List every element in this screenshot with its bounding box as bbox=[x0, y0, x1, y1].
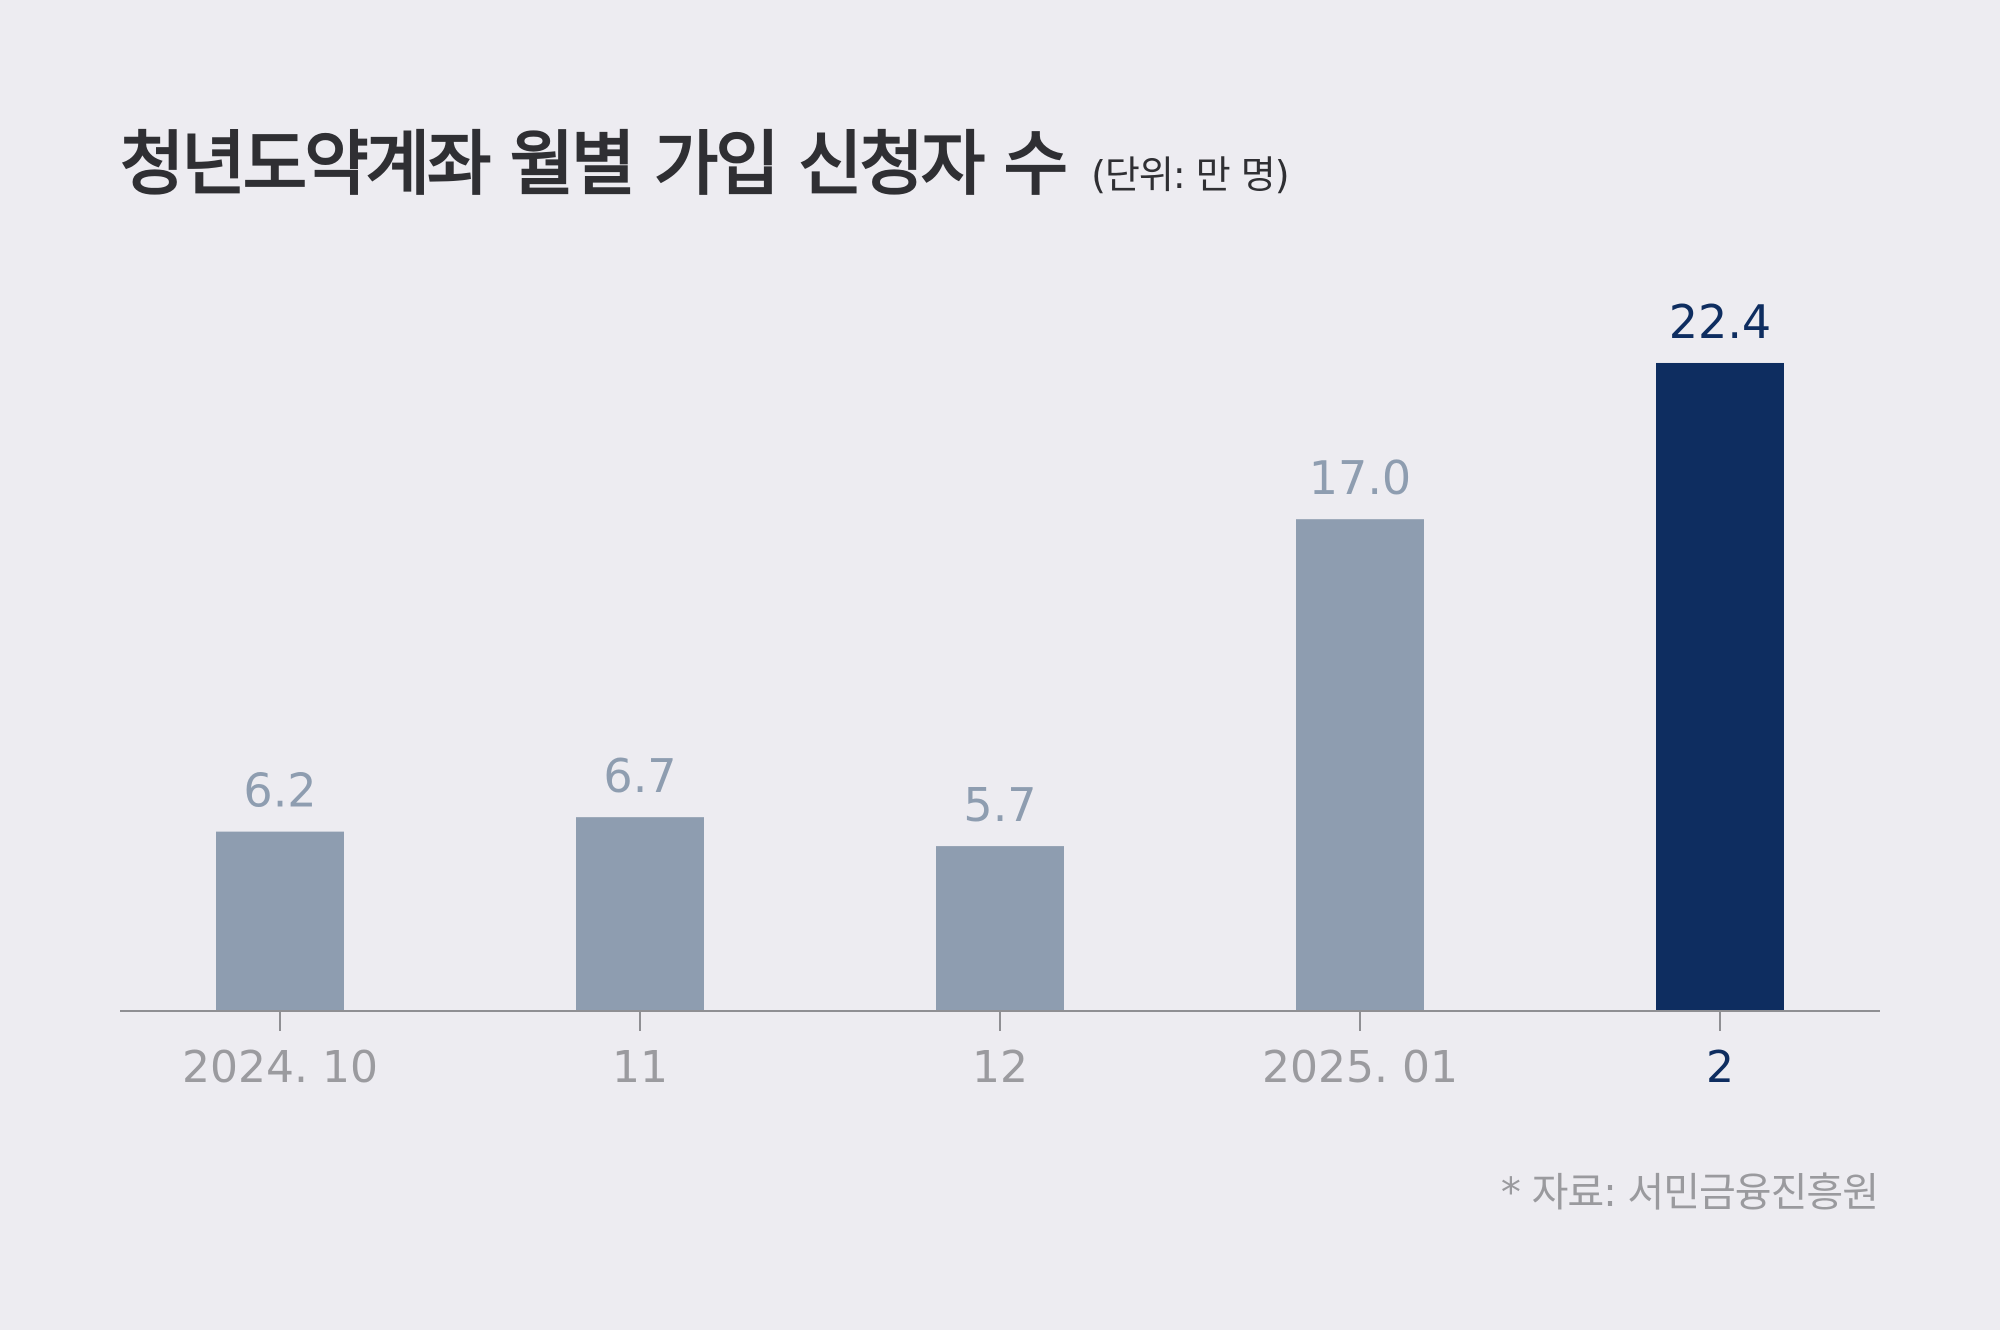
chart-title-row: 청년도약계좌 월별 가입 신청자 수 (단위: 만 명) bbox=[120, 108, 1290, 209]
x-tick-label-0: 2024. 10 bbox=[182, 1042, 378, 1093]
x-tick-label-4: 2 bbox=[1706, 1042, 1734, 1093]
data-label-3: 17.0 bbox=[1309, 451, 1411, 505]
unit-label: (단위: 만 명) bbox=[1091, 153, 1289, 197]
data-label-2: 5.7 bbox=[963, 778, 1036, 832]
data-label-4: 22.4 bbox=[1669, 295, 1771, 349]
x-tick-label-1: 11 bbox=[612, 1042, 668, 1093]
bar-0 bbox=[216, 831, 344, 1011]
x-tick-label-3: 2025. 01 bbox=[1262, 1042, 1458, 1093]
source-note: * 자료: 서민금융진흥원 bbox=[1500, 1170, 1879, 1216]
data-label-1: 6.7 bbox=[603, 749, 676, 803]
data-label-0: 6.2 bbox=[243, 764, 316, 818]
chart-title: 청년도약계좌 월별 가입 신청자 수 bbox=[120, 123, 1068, 205]
bar-4 bbox=[1656, 362, 1784, 1011]
bar-1 bbox=[576, 817, 704, 1011]
bar-3 bbox=[1296, 519, 1424, 1011]
bar-2 bbox=[936, 846, 1064, 1011]
x-tick-label-2: 12 bbox=[972, 1042, 1028, 1093]
